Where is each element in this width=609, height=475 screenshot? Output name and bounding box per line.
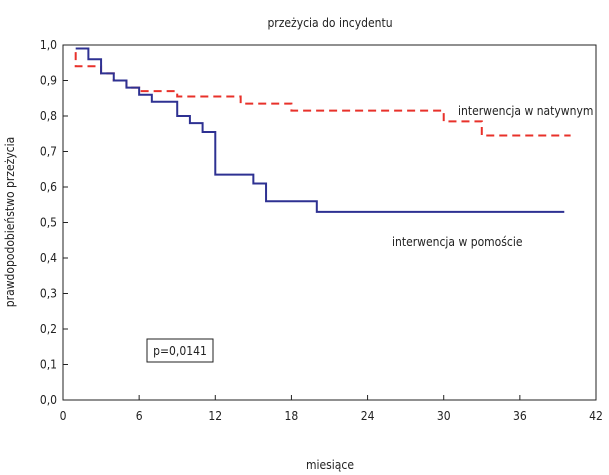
y-axis: 0,0 0,1 0,2 0,3 0,4 0,5 0,6 0,7 0,8 0,9 1,0 <box>40 38 68 407</box>
x-tick-label: 0 <box>60 409 67 423</box>
x-tick-label: 30 <box>437 409 451 423</box>
x-tick-label: 24 <box>361 409 375 423</box>
chart-title: przeżycia do incydentu <box>267 16 392 30</box>
y-tick-label: 0,5 <box>40 216 57 230</box>
y-tick-label: 0,6 <box>40 180 57 194</box>
y-tick-label: 0,2 <box>40 322 57 336</box>
x-tick-label: 42 <box>589 409 603 423</box>
series-line-graft <box>75 47 565 213</box>
y-tick-label: 0,8 <box>40 109 57 123</box>
x-tick-label: 6 <box>136 409 143 423</box>
x-axis-label: miesiące <box>306 458 354 472</box>
y-tick-label: 0,0 <box>40 393 57 407</box>
y-axis-label: prawdopodobieństwo przeżycia <box>3 137 17 307</box>
x-tick-label: 18 <box>285 409 299 423</box>
p-value-label: p=0,0141 <box>153 344 207 358</box>
p-value-box <box>146 338 214 363</box>
y-tick-label: 0,9 <box>40 74 57 88</box>
x-tick-label: 36 <box>513 409 527 423</box>
x-axis: 0 6 12 18 24 30 36 42 <box>60 395 603 423</box>
y-tick-label: 0,7 <box>40 145 57 159</box>
series-label-graft: interwencja w pomoście <box>392 235 523 249</box>
plot-frame <box>62 44 597 401</box>
y-tick-label: 0,1 <box>40 358 57 372</box>
series-line-native <box>74 52 571 137</box>
x-tick-label: 12 <box>208 409 222 423</box>
y-tick-label: 1,0 <box>40 38 57 52</box>
series-layer <box>74 47 571 213</box>
y-tick-label: 0,3 <box>40 287 57 301</box>
series-label-native: interwencja w natywnym <box>458 104 593 118</box>
y-tick-label: 0,4 <box>40 251 57 265</box>
